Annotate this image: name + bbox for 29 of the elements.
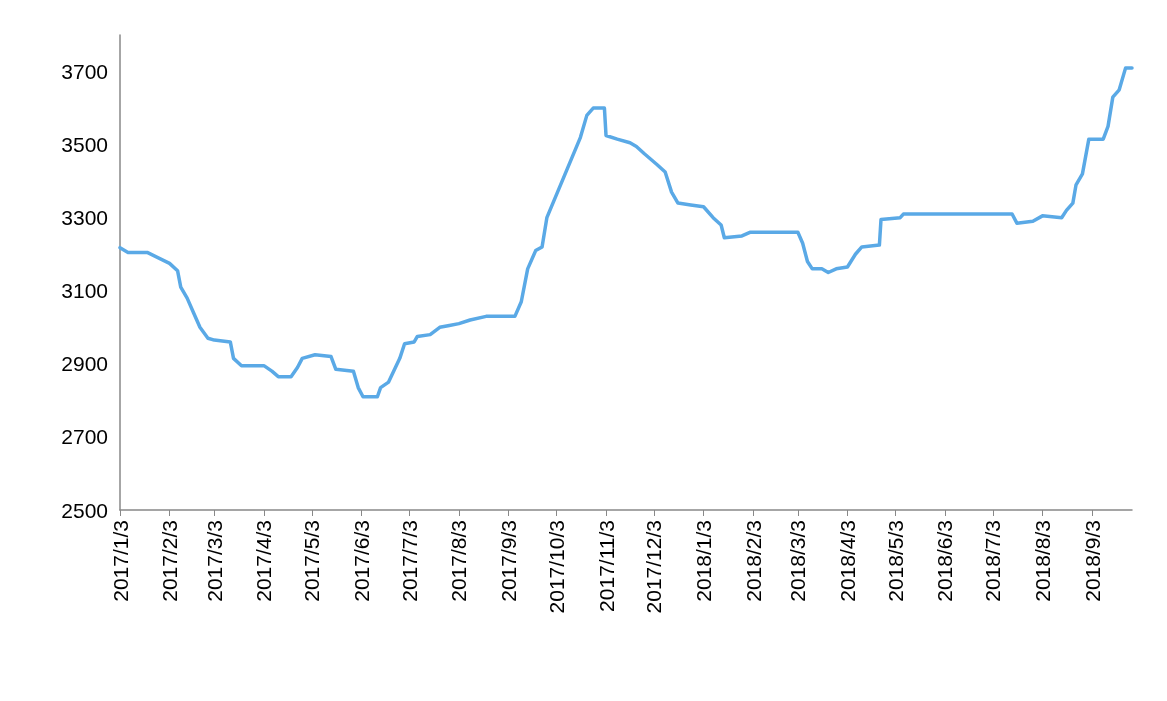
x-tick-label: 2018/1/3: [692, 520, 716, 602]
y-tick-label: 3100: [61, 279, 108, 303]
x-tick-label: 2018/4/3: [835, 520, 859, 602]
y-tick-label: 3700: [61, 60, 108, 84]
x-tick-label: 2017/12/3: [642, 520, 666, 614]
x-tick-label: 2017/5/3: [300, 520, 324, 602]
x-tick-label: 2017/10/3: [544, 520, 568, 614]
y-tick-label: 3300: [61, 206, 108, 230]
y-tick-label: 2700: [61, 425, 108, 449]
x-tick-label: 2017/4/3: [252, 520, 276, 602]
x-tick-label: 2017/11/3: [594, 520, 618, 612]
x-tick-label: 2018/2/3: [741, 520, 765, 602]
x-tick-label: 2018/3/3: [786, 520, 810, 602]
x-tick-label: 2017/7/3: [397, 520, 421, 602]
x-tick-label: 2018/6/3: [933, 520, 957, 602]
x-tick-label: 2017/2/3: [158, 520, 182, 602]
x-tick-label: 2017/1/3: [108, 520, 132, 602]
x-tick-label: 2018/7/3: [981, 520, 1005, 602]
x-tick-label: 2018/8/3: [1030, 520, 1054, 602]
line-series: [118, 66, 1134, 399]
y-tick-label: 2500: [61, 498, 108, 522]
x-tick-label: 2018/9/3: [1080, 520, 1104, 602]
x-tick-label: 2018/5/3: [883, 520, 907, 602]
y-tick-label: 3500: [61, 133, 108, 157]
x-tick-label: 2017/3/3: [202, 520, 226, 602]
x-tick-label: 2017/9/3: [496, 520, 520, 602]
y-tick-label: 2900: [61, 352, 108, 376]
x-tick-label: 2017/8/3: [447, 520, 471, 602]
x-tick-label: 2017/6/3: [349, 520, 373, 602]
